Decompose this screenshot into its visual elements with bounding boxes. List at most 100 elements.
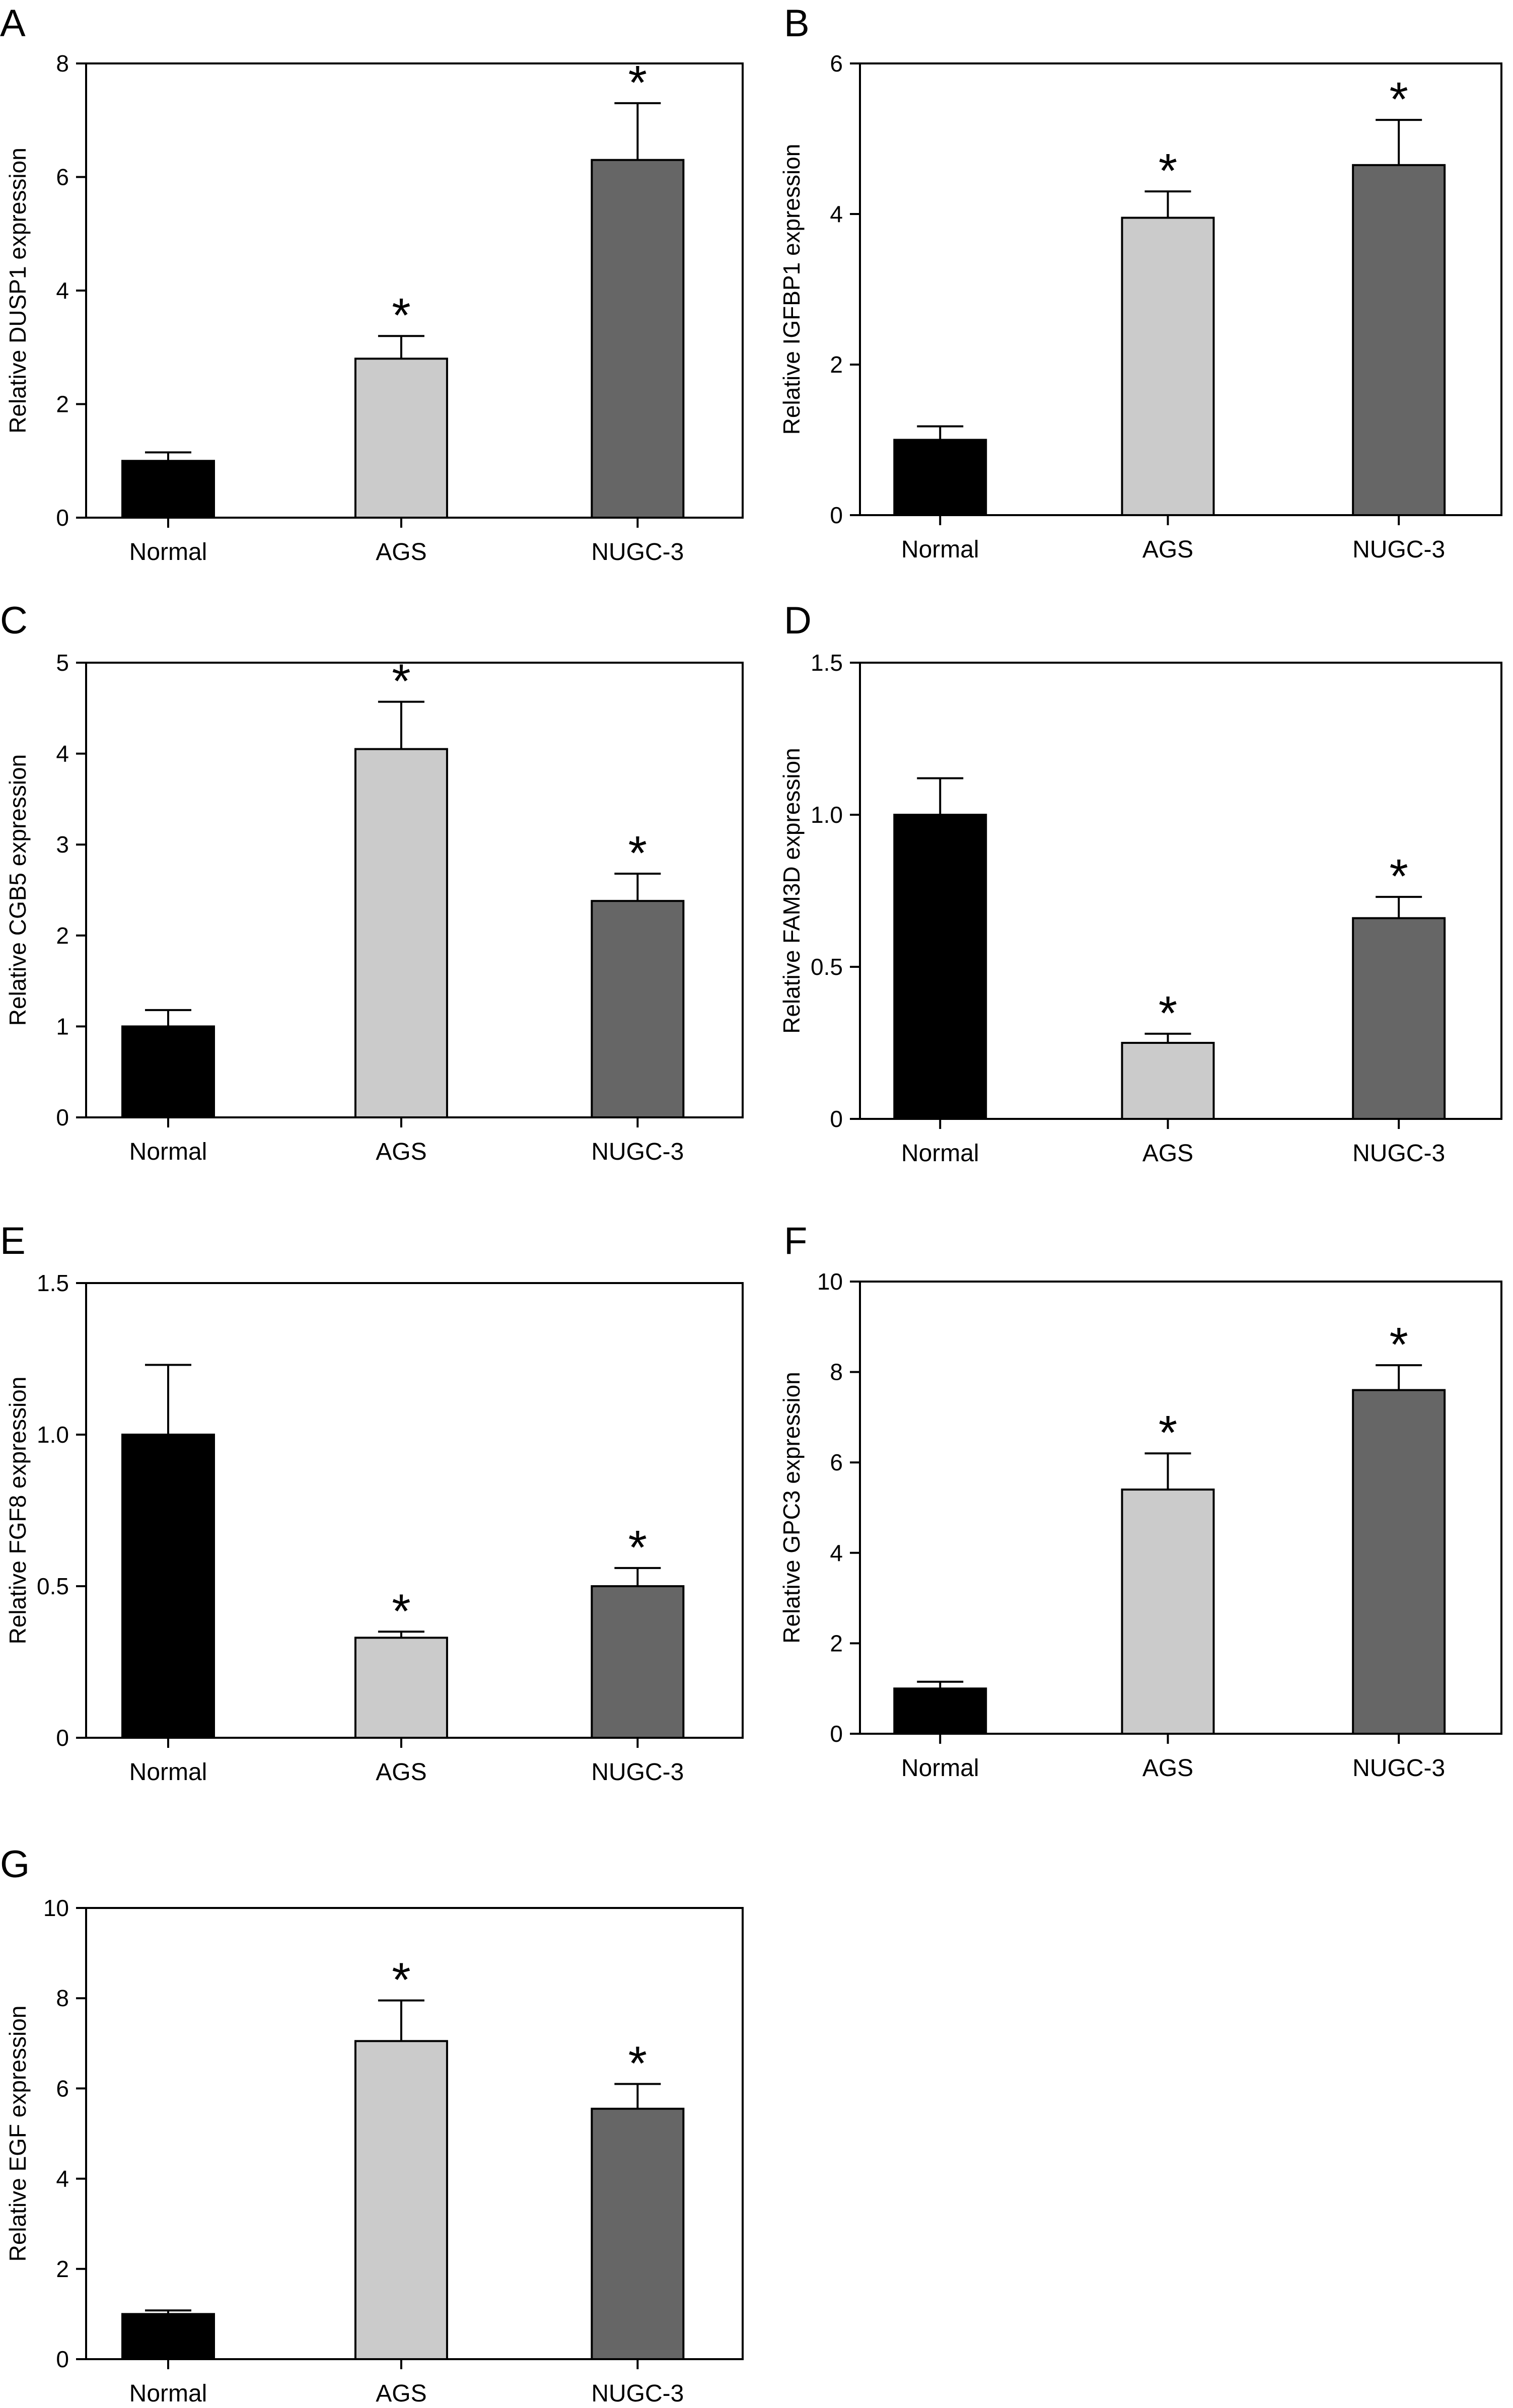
y-tick-label: 0 xyxy=(830,502,843,528)
chart-panel-a: A 0 2 4 6 8 Relative DUSP1 expression Normal AGS… xyxy=(0,2,744,565)
y-tick-label: 0 xyxy=(830,1721,843,1747)
x-tick-label: AGS xyxy=(376,1759,426,1786)
significance-star: * xyxy=(392,1584,410,1638)
bar-ags xyxy=(354,358,448,519)
x-tick-label: AGS xyxy=(376,2380,426,2407)
y-tick-label: 3 xyxy=(56,831,69,858)
x-tick-label: AGS xyxy=(376,539,426,565)
x-tick-label: NUGC-3 xyxy=(591,1139,684,1165)
y-tick-label: 1 xyxy=(56,1013,69,1039)
x-tick-label: NUGC-3 xyxy=(1352,1140,1445,1167)
x-tick-label: AGS xyxy=(376,1139,426,1165)
significance-star: * xyxy=(628,1521,647,1575)
y-tick-label: 1.5 xyxy=(37,1270,69,1296)
panel-letter: F xyxy=(784,1220,807,1262)
significance-star: * xyxy=(1389,73,1408,126)
y-tick-label: 4 xyxy=(830,1540,843,1566)
bar-nugc-3 xyxy=(591,1585,685,1739)
bar-nugc-3 xyxy=(591,900,685,1118)
significance-star: * xyxy=(1389,1318,1408,1372)
y-tick-label: 4 xyxy=(830,201,843,227)
chart-panel-d: D 0 0.5 1.0 1.5 Relative FAM3D expression Norm… xyxy=(778,599,1502,1167)
chart-panel-g: G 0 2 4 6 8 10 Relative EGF expression Normal AGS… xyxy=(0,1843,744,2407)
chart-panel-b: B 0 2 4 6 Relative IGFBP1 expression Normal AGS… xyxy=(778,2,1502,563)
significance-star: * xyxy=(392,289,410,342)
x-tick-label: Normal xyxy=(129,539,207,565)
bar-ags xyxy=(1121,1489,1215,1735)
y-axis-title: Relative FGF8 expression xyxy=(5,1377,31,1645)
bar-normal xyxy=(121,1025,215,1119)
y-axis-title: Relative EGF expression xyxy=(5,2006,31,2262)
y-axis-title: Relative DUSP1 expression xyxy=(5,148,31,434)
chart-panel-e: E 0 0.5 1.0 1.5 Relative FGF8 expression Norma… xyxy=(0,1220,744,1786)
x-tick-label: NUGC-3 xyxy=(591,1759,684,1786)
bar-ags xyxy=(354,2040,448,2361)
y-tick-label: 1.0 xyxy=(811,802,843,828)
x-tick-label: Normal xyxy=(901,1140,979,1167)
bar-nugc-3 xyxy=(591,2107,685,2361)
bar-nugc-3 xyxy=(1352,1389,1446,1735)
bar-normal xyxy=(121,2313,215,2360)
y-tick-label: 1.0 xyxy=(37,1422,69,1448)
panel-letter: A xyxy=(0,2,26,45)
bar-ags xyxy=(1121,217,1215,517)
y-tick-label: 6 xyxy=(830,50,843,77)
panel-letter: B xyxy=(784,2,810,45)
y-tick-label: 10 xyxy=(817,1268,843,1295)
chart-panel-c: C 0 1 2 3 4 5 Relative CGB5 expression Normal AGS… xyxy=(0,599,744,1165)
x-tick-label: Normal xyxy=(129,2380,207,2407)
y-axis-title: Relative CGB5 expression xyxy=(5,754,31,1026)
y-axis-title: Relative GPC3 expression xyxy=(778,1372,805,1643)
x-tick-label: AGS xyxy=(1142,1140,1193,1167)
bar-ags xyxy=(1121,1042,1215,1120)
y-tick-label: 2 xyxy=(830,351,843,378)
x-tick-label: Normal xyxy=(129,1139,207,1165)
bar-nugc-3 xyxy=(1352,917,1446,1120)
bar-ags xyxy=(354,748,448,1118)
y-tick-label: 2 xyxy=(56,391,69,417)
x-tick-label: NUGC-3 xyxy=(591,539,684,565)
significance-star: * xyxy=(392,1953,410,2007)
y-tick-label: 0 xyxy=(830,1106,843,1132)
x-tick-label: NUGC-3 xyxy=(1352,536,1445,563)
y-tick-label: 2 xyxy=(830,1630,843,1656)
x-tick-label: Normal xyxy=(901,536,979,563)
y-axis-title: Relative FAM3D expression xyxy=(778,748,805,1034)
x-tick-label: NUGC-3 xyxy=(1352,1755,1445,1782)
x-tick-label: AGS xyxy=(1142,536,1193,563)
bar-normal xyxy=(893,1687,987,1735)
x-tick-label: Normal xyxy=(129,1759,207,1786)
y-tick-label: 1.5 xyxy=(811,650,843,676)
bar-normal xyxy=(121,460,215,519)
y-tick-label: 4 xyxy=(56,2166,69,2192)
y-tick-label: 5 xyxy=(56,650,69,676)
significance-star: * xyxy=(1389,849,1408,903)
y-tick-label: 8 xyxy=(56,50,69,77)
chart-panel-f: F 0 2 4 6 8 10 Relative GPC3 expression Normal AG… xyxy=(778,1220,1502,1782)
y-tick-label: 0 xyxy=(56,505,69,531)
x-tick-label: NUGC-3 xyxy=(591,2380,684,2407)
significance-star: * xyxy=(628,56,647,110)
panel-letter: D xyxy=(784,599,812,642)
y-tick-label: 0 xyxy=(56,1104,69,1130)
x-tick-label: Normal xyxy=(901,1755,979,1782)
significance-star: * xyxy=(1159,986,1177,1040)
panel-letter: C xyxy=(0,599,28,642)
y-tick-label: 6 xyxy=(830,1449,843,1475)
y-tick-label: 0.5 xyxy=(37,1573,69,1599)
y-tick-label: 8 xyxy=(830,1359,843,1385)
bar-ags xyxy=(354,1637,448,1739)
bar-normal xyxy=(121,1434,215,1739)
bar-nugc-3 xyxy=(591,159,685,519)
bar-normal xyxy=(893,814,987,1120)
y-tick-label: 8 xyxy=(56,1985,69,2011)
significance-star: * xyxy=(628,2036,647,2090)
y-tick-label: 2 xyxy=(56,923,69,949)
y-tick-label: 4 xyxy=(56,741,69,767)
y-tick-label: 0 xyxy=(56,1725,69,1751)
bar-nugc-3 xyxy=(1352,164,1446,516)
significance-star: * xyxy=(1159,144,1177,198)
significance-star: * xyxy=(1159,1406,1177,1460)
panel-letter: G xyxy=(0,1843,30,1886)
significance-star: * xyxy=(628,826,647,880)
